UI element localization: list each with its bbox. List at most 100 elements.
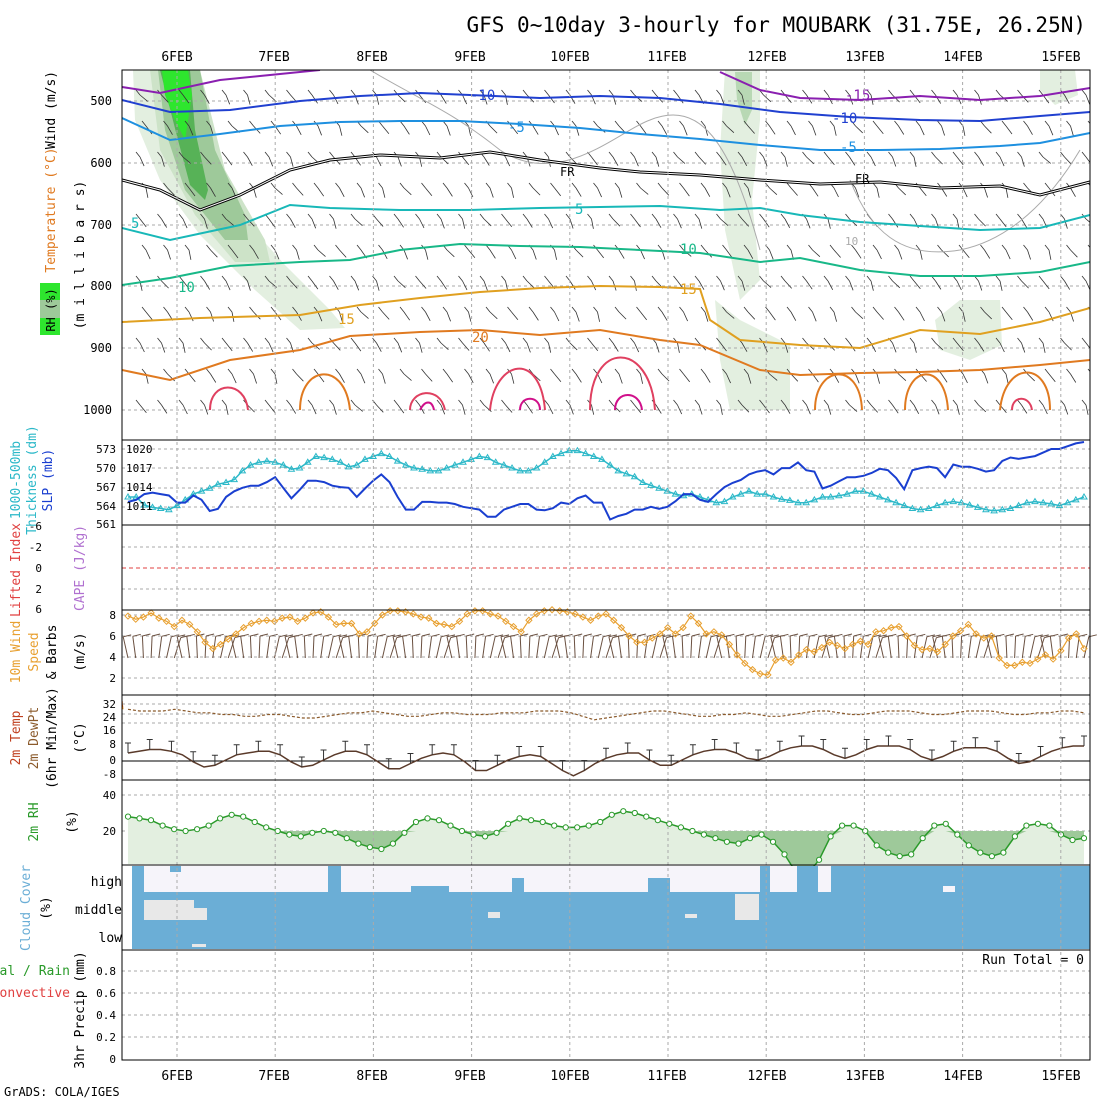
wind-barb (813, 636, 820, 659)
upper-wind-barb (1070, 373, 1077, 383)
upper-wind-barb (468, 311, 472, 322)
upper-wind-barb (247, 342, 254, 352)
wind-barb-flag (745, 633, 754, 637)
upper-wind-barb-flag (888, 89, 893, 96)
rh-point (309, 829, 316, 836)
upper-wind-barb (720, 280, 725, 291)
upper-wind-barb-flag (1081, 275, 1087, 282)
upper-wind-barb (591, 156, 598, 166)
upper-wind-barb-flag (135, 337, 141, 344)
upper-wind-barb (698, 280, 705, 290)
upper-wind-barb (876, 373, 880, 384)
upper-wind-barb-flag (872, 306, 878, 313)
upper-wind-barb (1064, 280, 1071, 290)
slp-axis: 1020 1017 1014 1011 (126, 443, 153, 513)
rh-point (562, 824, 569, 831)
precip-tick-label: 0.6 (96, 987, 116, 1000)
wind-barb (389, 637, 398, 659)
upper-wind-barb-flag (200, 337, 205, 344)
upper-wind-barb-flag (243, 275, 248, 282)
rh-legend-swatch (40, 300, 60, 318)
upper-wind-barb-flag (802, 275, 807, 282)
upper-wind-barb (1092, 374, 1096, 383)
thickness-point (336, 458, 345, 465)
wind-speed-point (424, 614, 433, 622)
upper-wind-barb (505, 404, 513, 413)
upper-wind-barb (876, 187, 880, 198)
wind-barb (294, 636, 299, 659)
upper-wind-barb (419, 280, 427, 289)
upper-wind-barb-flag (786, 244, 792, 251)
upper-wind-barb-flag (270, 368, 276, 375)
rh-point (689, 827, 696, 835)
wind-barb (662, 636, 669, 659)
rh-point (1080, 835, 1088, 842)
upper-wind-barb (382, 187, 386, 198)
upper-wind-barb (145, 249, 151, 260)
slp-tick-label: 1017 (126, 462, 153, 475)
upper-wind-barb-flag (221, 399, 227, 406)
upper-wind-barb (1021, 404, 1028, 414)
upper-wind-barb (161, 218, 168, 228)
upper-wind-barb-flag (673, 151, 678, 158)
thickness-point (794, 498, 802, 506)
wind-speed-point (610, 616, 618, 624)
upper-wind-barb (526, 404, 533, 414)
wind-barb (312, 635, 315, 659)
thickness-point (638, 478, 647, 485)
upper-wind-barb-flag (909, 275, 915, 282)
pressure-tick-label: 1000 (83, 403, 112, 417)
upper-wind-barb-flag (329, 89, 334, 96)
upper-wind-barb (489, 311, 498, 320)
slp-axis-label: SLP (mb) (41, 449, 56, 512)
upper-wind-barb (978, 156, 985, 166)
upper-wind-barb-flag (313, 244, 319, 251)
wind-speed-point (987, 632, 996, 640)
upper-wind-barb (182, 342, 186, 353)
top-date-label: 13FEB (845, 50, 884, 65)
upper-wind-barb (827, 280, 834, 290)
upper-wind-barb (339, 125, 343, 136)
rh-point (194, 826, 201, 833)
upper-wind-barb (182, 218, 188, 229)
wind-barb (605, 637, 614, 659)
wind-speed-point (124, 612, 132, 620)
thickness-point (418, 465, 427, 472)
upper-wind-barb-flag (544, 337, 549, 344)
wind-barb (906, 635, 909, 659)
thickness-point (581, 449, 590, 457)
precip-axis-label-convective: Convective (0, 986, 70, 1001)
wind-speed-point (317, 608, 325, 616)
wind-barb-flag (780, 633, 789, 637)
upper-wind-barb-flag (937, 244, 942, 251)
upper-wind-barb (855, 249, 862, 259)
upper-wind-barb-flag (522, 89, 528, 96)
upper-wind-barb (247, 280, 251, 291)
upper-wind-barb-flag (808, 244, 813, 251)
thickness-point (263, 457, 271, 464)
rh-point (873, 842, 880, 849)
wind-barb-flag (240, 633, 249, 637)
wind-speed-point (895, 622, 903, 631)
wind-barb (725, 636, 730, 659)
upper-wind-barb (984, 249, 991, 259)
wind-barb-flag (726, 633, 735, 637)
upper-wind-barb (1021, 280, 1029, 289)
wind-barb-flag (618, 633, 627, 637)
upper-wind-barb-flag (823, 275, 829, 282)
precip-tick-label: 0.2 (96, 1031, 116, 1044)
upper-wind-barb (247, 218, 255, 227)
upper-wind-barb (941, 125, 945, 136)
upper-wind-barb-flag (292, 306, 297, 313)
upper-wind-barb (296, 125, 302, 135)
wind-speed-point (795, 651, 803, 659)
upper-wind-barb-flag (507, 306, 512, 313)
upper-wind-barb-flag (829, 120, 835, 127)
upper-wind-barb (161, 404, 168, 414)
thickness-axis: 573 570 567 564 561 (96, 443, 116, 531)
rh2m-panel: 40 20 2m RH (%) (27, 789, 1090, 878)
thickness-point (344, 462, 353, 470)
upper-wind-barb-flag (501, 399, 506, 406)
wind-barb (1037, 637, 1045, 659)
upper-wind-barb-flag (522, 337, 528, 344)
